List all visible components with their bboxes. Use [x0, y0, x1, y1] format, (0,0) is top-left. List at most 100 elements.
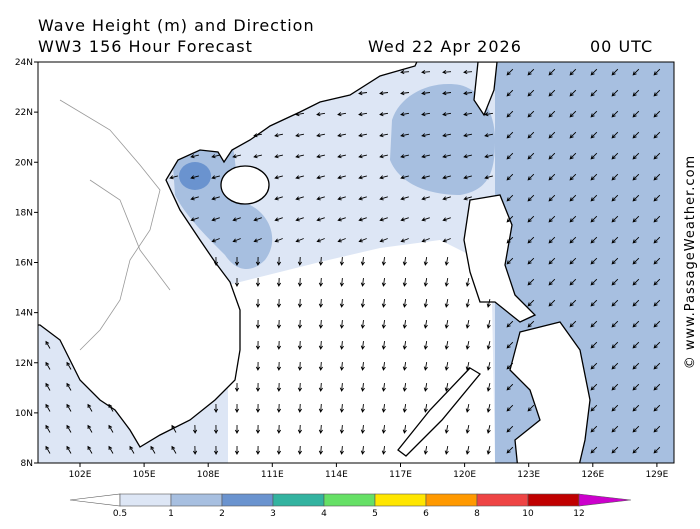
arrow	[192, 424, 198, 434]
arrow	[66, 424, 72, 433]
arrow	[611, 446, 619, 454]
lat-label: 20N	[15, 158, 33, 168]
arrow	[402, 361, 407, 371]
arrow	[402, 277, 407, 287]
arrow	[297, 403, 302, 413]
arrow	[611, 89, 619, 97]
arrow	[506, 362, 514, 370]
colorbar-segment	[272, 493, 325, 507]
arrow	[87, 403, 93, 412]
arrow	[318, 424, 323, 434]
arrow	[295, 175, 304, 180]
arrow	[360, 382, 365, 392]
arrow	[611, 320, 619, 328]
arrow	[253, 133, 263, 138]
arrow	[611, 278, 619, 286]
arrow	[569, 110, 577, 118]
arrow	[316, 238, 325, 243]
arrow	[548, 257, 556, 265]
arrow	[45, 424, 51, 433]
arrow	[569, 257, 577, 265]
arrow	[402, 319, 407, 329]
arrow	[253, 238, 262, 243]
arrow	[337, 133, 347, 138]
arrow	[484, 154, 493, 159]
colorbar-label: 1	[168, 509, 174, 519]
arrow	[421, 112, 431, 117]
arrow	[276, 403, 282, 413]
arrow	[442, 175, 451, 180]
arrow	[632, 341, 640, 349]
arrow	[590, 236, 598, 244]
arrow	[276, 361, 282, 371]
arrow	[295, 238, 304, 243]
colorbar-over	[578, 493, 632, 507]
arrow	[297, 424, 302, 434]
arrow	[400, 112, 410, 117]
arrow	[423, 361, 428, 371]
arrow	[442, 196, 451, 201]
arrow	[358, 175, 367, 180]
arrow	[213, 424, 219, 434]
arrow	[381, 424, 386, 434]
arrow	[590, 404, 598, 412]
arrow	[211, 217, 220, 222]
arrow	[190, 175, 199, 180]
arrow	[45, 382, 51, 391]
arrow	[506, 341, 514, 349]
arrow	[465, 424, 470, 434]
lat-label: 12N	[15, 359, 33, 369]
arrow	[337, 154, 346, 159]
arrow	[423, 445, 428, 455]
lat-label: 16N	[15, 259, 33, 269]
arrow	[653, 320, 661, 328]
arrow	[632, 383, 640, 391]
arrow	[486, 446, 491, 455]
arrow	[611, 152, 619, 160]
arrow	[486, 299, 491, 308]
arrow	[190, 154, 199, 159]
arrow	[632, 215, 640, 223]
taiwan	[473, 62, 498, 117]
colorbar-segment	[527, 493, 580, 507]
map	[38, 62, 674, 463]
arrow	[318, 340, 323, 350]
colorbar-segment	[476, 493, 529, 507]
arrow	[316, 133, 326, 138]
arrow	[590, 425, 598, 433]
colorbar-label: 8	[474, 509, 480, 519]
arrow	[590, 89, 598, 97]
arrow	[339, 445, 344, 455]
arrow	[465, 403, 470, 413]
arrow	[527, 194, 535, 202]
arrow	[632, 89, 640, 97]
arrow	[171, 445, 177, 454]
arrow	[590, 68, 598, 76]
arrow	[590, 383, 598, 391]
arrow	[276, 382, 282, 392]
arrow	[421, 238, 430, 243]
arrow	[402, 382, 407, 392]
arrow	[400, 133, 410, 138]
lon-label: 126E	[581, 470, 604, 480]
arrow	[653, 236, 661, 244]
arrow	[381, 340, 386, 350]
arrow	[611, 215, 619, 223]
credit: © www.PassageWeather.com	[683, 155, 698, 369]
arrow	[465, 445, 470, 455]
arrow	[463, 196, 472, 201]
arrow	[339, 277, 344, 287]
arrow	[190, 196, 199, 201]
arrow	[358, 217, 367, 222]
swell-blob	[390, 84, 495, 195]
arrow	[444, 382, 449, 392]
arrow	[590, 173, 598, 181]
colorbar-segment	[374, 493, 427, 507]
arrow	[444, 340, 449, 350]
date: Wed 22 Apr 2026	[368, 37, 522, 56]
arrow	[66, 382, 72, 391]
arrow	[442, 217, 451, 222]
arrow	[339, 382, 344, 392]
arrow	[569, 173, 577, 181]
arrow	[381, 382, 386, 392]
